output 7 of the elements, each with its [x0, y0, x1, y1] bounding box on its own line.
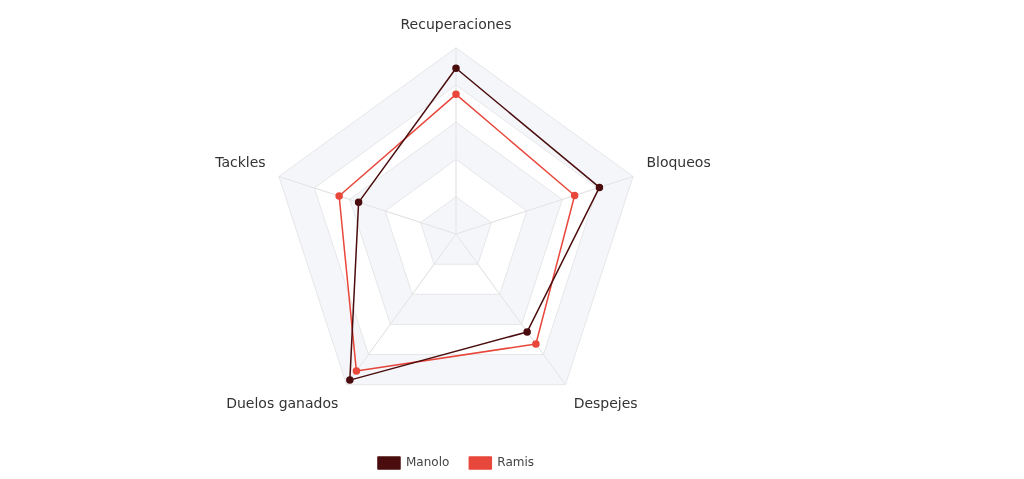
spoke-label: Recuperaciones [400, 16, 512, 33]
spoke-label: Bloqueos [646, 154, 711, 171]
legend-label: Ramis [497, 455, 535, 470]
spoke-label: Duelos ganados [226, 395, 339, 412]
spoke-label: Despejes [573, 395, 638, 412]
legend-label: Manolo [405, 455, 450, 470]
spoke-label: Tackles [214, 154, 266, 171]
